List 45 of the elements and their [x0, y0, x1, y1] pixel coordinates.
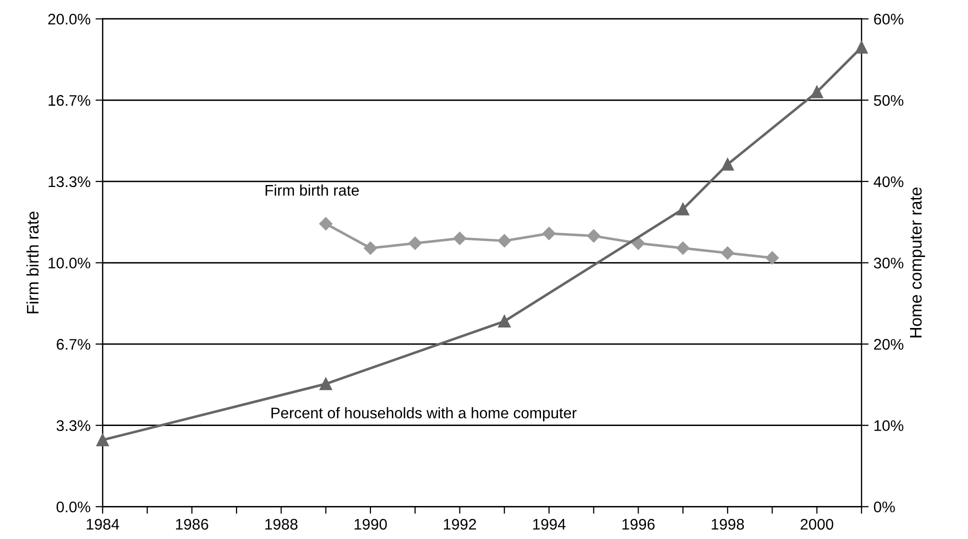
- point: [632, 236, 645, 250]
- y2-axis-title: Home computer rate: [910, 188, 925, 338]
- point: [766, 251, 779, 264]
- point: [96, 434, 109, 446]
- x-tick-label: 1994: [533, 518, 566, 530]
- y2-tick-label: 0%: [874, 502, 895, 512]
- point: [319, 217, 332, 230]
- y-tick-label: 20.0%: [48, 14, 90, 25]
- y2-tick-label: 40%: [874, 176, 904, 188]
- point: [810, 86, 824, 98]
- y2-tick-label: 30%: [874, 258, 904, 268]
- point: [453, 232, 466, 245]
- point: [542, 226, 556, 240]
- x-tick-label: 1996: [622, 518, 655, 530]
- point: [855, 41, 868, 54]
- x-tick-label: 1988: [265, 518, 298, 530]
- x-tick-label: 2000: [800, 518, 834, 530]
- point: [587, 229, 600, 243]
- y-tick-label: 10.0%: [48, 258, 90, 268]
- y2-tick-label: 10%: [874, 420, 904, 432]
- point: [498, 315, 511, 328]
- x-tick-label: 1986: [176, 518, 208, 530]
- series-label: Percent of households with a home computer: [272, 407, 577, 422]
- y-axis-title: Firm birth rate: [26, 212, 39, 314]
- y-tick-label: 16.7%: [48, 95, 90, 106]
- x-tick-label: 1992: [444, 518, 476, 530]
- y-tick-label: 13.3%: [48, 176, 90, 188]
- point: [408, 236, 422, 250]
- y2-tick-label: 20%: [874, 338, 904, 350]
- point: [721, 158, 734, 171]
- point: [676, 242, 690, 255]
- point: [721, 246, 734, 260]
- x-tick-label: 1990: [354, 518, 387, 530]
- y-tick-label: 6.7%: [56, 338, 90, 350]
- point: [676, 202, 690, 216]
- text: Firm birth rate: [266, 184, 359, 196]
- point: [498, 234, 511, 248]
- y2-tick-label: 60%: [874, 14, 904, 25]
- x-tick-label: 1984: [86, 518, 120, 530]
- x-tick-label: 1998: [712, 518, 744, 530]
- y-tick-label: 0.0%: [56, 502, 90, 512]
- y-tick-label: 3.3%: [56, 420, 90, 432]
- y2-tick-label: 50%: [874, 95, 904, 106]
- point: [320, 378, 332, 390]
- point: [364, 242, 378, 255]
